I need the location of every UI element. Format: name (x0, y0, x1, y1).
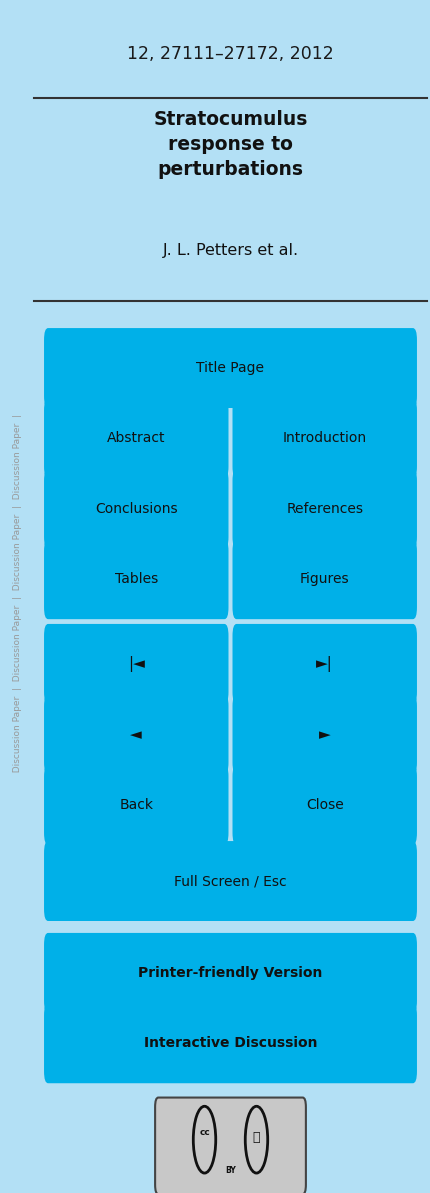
FancyBboxPatch shape (232, 765, 416, 845)
FancyBboxPatch shape (232, 539, 416, 619)
Text: References: References (286, 502, 362, 515)
FancyBboxPatch shape (44, 933, 416, 1013)
Text: Abstract: Abstract (107, 432, 165, 445)
Text: Back: Back (119, 798, 153, 811)
FancyBboxPatch shape (44, 624, 228, 704)
Text: cc: cc (199, 1129, 209, 1137)
FancyBboxPatch shape (155, 1098, 305, 1193)
Text: Printer-friendly Version: Printer-friendly Version (138, 966, 322, 979)
FancyBboxPatch shape (44, 694, 228, 774)
FancyBboxPatch shape (232, 398, 416, 478)
Text: Title Page: Title Page (196, 361, 264, 375)
Text: ►: ► (318, 727, 330, 742)
FancyBboxPatch shape (44, 765, 228, 845)
FancyBboxPatch shape (232, 624, 416, 704)
FancyBboxPatch shape (44, 1003, 416, 1083)
Text: Figures: Figures (299, 573, 349, 586)
FancyBboxPatch shape (232, 694, 416, 774)
FancyBboxPatch shape (44, 398, 228, 478)
Text: Conclusions: Conclusions (95, 502, 177, 515)
FancyBboxPatch shape (44, 469, 228, 549)
Text: J. L. Petters et al.: J. L. Petters et al. (162, 243, 298, 259)
Text: Close: Close (305, 798, 343, 811)
FancyBboxPatch shape (232, 469, 416, 549)
Text: Discussion Paper  |  Discussion Paper  |  Discussion Paper  |  Discussion Paper : Discussion Paper | Discussion Paper | Di… (13, 414, 22, 779)
Text: Full Screen / Esc: Full Screen / Esc (174, 874, 286, 888)
FancyBboxPatch shape (44, 539, 228, 619)
Text: Stratocumulus
response to
perturbations: Stratocumulus response to perturbations (153, 110, 307, 179)
FancyBboxPatch shape (44, 841, 416, 921)
Text: ◄: ◄ (130, 727, 142, 742)
Text: 12, 27111–27172, 2012: 12, 27111–27172, 2012 (127, 45, 333, 63)
Text: ⓘ: ⓘ (252, 1131, 260, 1144)
FancyBboxPatch shape (44, 328, 416, 408)
Text: Tables: Tables (114, 573, 157, 586)
Text: ►|: ►| (316, 656, 332, 672)
Text: BY: BY (224, 1167, 235, 1175)
Text: |◄: |◄ (128, 656, 144, 672)
Text: Introduction: Introduction (282, 432, 366, 445)
Text: Interactive Discussion: Interactive Discussion (144, 1037, 316, 1050)
